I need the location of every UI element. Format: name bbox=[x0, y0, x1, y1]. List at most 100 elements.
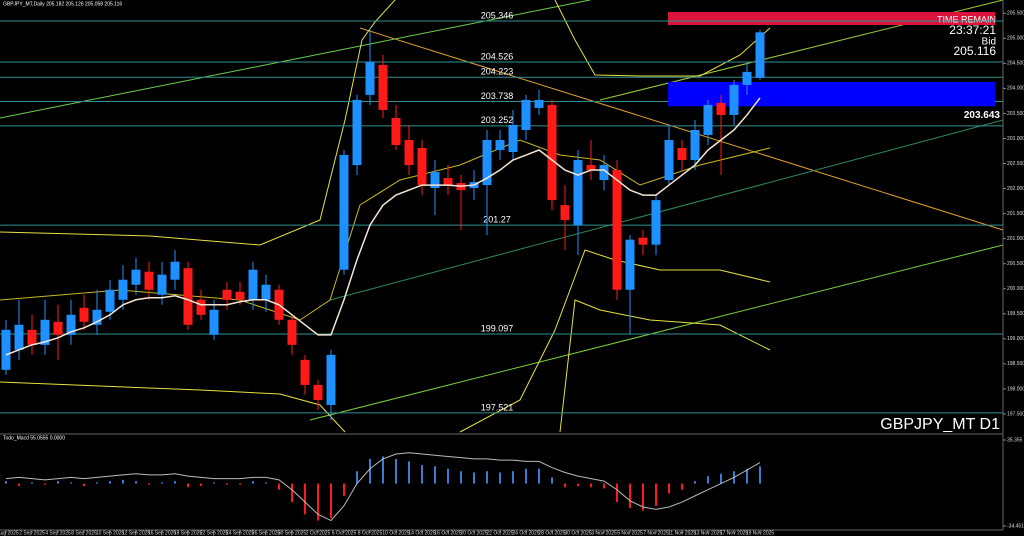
candle-body bbox=[53, 321, 63, 335]
candle-body bbox=[66, 314, 76, 335]
histogram-bar bbox=[499, 472, 501, 484]
candle-body bbox=[573, 160, 583, 226]
x-tick-label: 7 Nov 2025 bbox=[643, 530, 669, 536]
x-tick-label: 10 Sep 2025 bbox=[96, 530, 125, 536]
x-tick-label: 3 Nov 2025 bbox=[591, 530, 617, 536]
x-tick-label: 20 Oct 2025 bbox=[460, 530, 487, 536]
y-tick-label: 200.500 bbox=[1007, 261, 1024, 267]
histogram-bar bbox=[174, 481, 176, 484]
histogram-bar bbox=[96, 482, 98, 484]
level-label: 203.738 bbox=[481, 91, 514, 101]
histogram-bar bbox=[720, 473, 722, 484]
histogram-bar bbox=[746, 468, 748, 484]
histogram-bar bbox=[122, 479, 124, 484]
histogram-bar bbox=[759, 466, 761, 484]
time-box bbox=[668, 12, 995, 25]
x-tick-label: 17 Nov 2025 bbox=[720, 530, 749, 536]
histogram-bar bbox=[707, 476, 709, 484]
candle-body bbox=[326, 354, 336, 405]
y-tick-label: 197.500 bbox=[1007, 411, 1024, 417]
x-tick-label: 6 Oct 2025 bbox=[332, 530, 357, 536]
histogram-bar bbox=[148, 483, 150, 485]
histogram-bar bbox=[551, 477, 553, 484]
histogram-bar bbox=[460, 471, 462, 484]
candle-body bbox=[560, 205, 570, 221]
x-tick-label: 30 Oct 2025 bbox=[564, 530, 591, 536]
histogram-bar bbox=[486, 471, 488, 484]
x-tick-label: 16 Sep 2025 bbox=[148, 530, 177, 536]
histogram-bar bbox=[473, 472, 475, 484]
level-label: 201.27 bbox=[483, 215, 511, 225]
x-tick-label: 8 Oct 2025 bbox=[358, 530, 383, 536]
y-tick-label: 199.000 bbox=[1007, 336, 1024, 342]
y-tick-label: 205.000 bbox=[1007, 36, 1024, 42]
candle-body bbox=[677, 148, 687, 161]
candle-body bbox=[248, 269, 258, 300]
x-tick-label: 19 Nov 2025 bbox=[746, 530, 775, 536]
x-tick-label: 12 Sep 2025 bbox=[122, 530, 151, 536]
bid: 205.116 bbox=[954, 44, 997, 58]
candle-body bbox=[300, 359, 310, 385]
symbol: GBPJPY_MT D1 bbox=[880, 416, 1000, 433]
candle-body bbox=[586, 165, 596, 171]
candle-body bbox=[495, 139, 505, 151]
candle-body bbox=[365, 61, 375, 95]
candle-body bbox=[79, 307, 89, 322]
x-tick-label: 5 Nov 2025 bbox=[617, 530, 643, 536]
x-tick-label: 13 Nov 2025 bbox=[694, 530, 723, 536]
candle-body bbox=[547, 104, 557, 201]
candle-body bbox=[599, 165, 609, 181]
histogram-bar bbox=[187, 483, 189, 488]
candle-body bbox=[742, 71, 752, 85]
candle-body bbox=[235, 291, 245, 300]
histogram-bar bbox=[70, 482, 72, 484]
histogram-bar bbox=[668, 483, 670, 494]
histogram-bar bbox=[5, 481, 7, 484]
x-tick-label: 26 Sep 2025 bbox=[252, 530, 281, 536]
x-tick-label: 18 Sep 2025 bbox=[174, 530, 203, 536]
level-label: 204.526 bbox=[481, 51, 514, 61]
x-tick-label: 28 Oct 2025 bbox=[538, 530, 565, 536]
candle-body bbox=[105, 289, 115, 312]
time: 23:37:21 bbox=[949, 23, 996, 37]
candle-body bbox=[651, 200, 661, 245]
level-label: 203.252 bbox=[481, 115, 514, 125]
histogram-bar bbox=[330, 483, 332, 519]
histogram-bar bbox=[226, 483, 228, 485]
histogram-bar bbox=[291, 483, 293, 503]
histogram-bar bbox=[239, 483, 241, 485]
candle-body bbox=[690, 129, 700, 161]
histogram-bar bbox=[44, 483, 46, 485]
level-label: 204.223 bbox=[481, 67, 514, 77]
candle-body bbox=[131, 269, 141, 285]
y-tick-label: 204.000 bbox=[1007, 86, 1024, 92]
histogram-bar bbox=[18, 483, 20, 487]
histogram-bar bbox=[213, 482, 215, 484]
candle-body bbox=[209, 309, 219, 335]
level-label: 197.521 bbox=[481, 402, 514, 412]
signal-line bbox=[5, 452, 761, 522]
candle-body bbox=[391, 117, 401, 146]
band-line bbox=[554, 0, 771, 77]
candle-body bbox=[352, 99, 362, 166]
histogram-bar bbox=[538, 468, 540, 484]
histogram-bar bbox=[421, 465, 423, 484]
candle-body bbox=[612, 170, 622, 290]
histogram-bar bbox=[447, 468, 449, 484]
candle-body bbox=[170, 261, 180, 280]
candle-body bbox=[27, 329, 37, 345]
candle-body bbox=[313, 384, 323, 400]
histogram-bar bbox=[577, 483, 579, 487]
trend-line bbox=[309, 244, 1004, 421]
y-tick-label: 201.000 bbox=[1007, 236, 1024, 242]
histogram-bar bbox=[655, 483, 657, 506]
x-tick-label: 4 Sep 2025 bbox=[45, 530, 71, 536]
x-tick-label: 11 Nov 2025 bbox=[668, 530, 696, 536]
histogram-bar bbox=[200, 483, 202, 487]
histogram-bar bbox=[434, 466, 436, 484]
level-label: 199.097 bbox=[481, 323, 514, 333]
y-tick-label: 202.000 bbox=[1007, 186, 1024, 192]
x-tick-label: 22 Oct 2025 bbox=[486, 530, 513, 536]
candle-body bbox=[144, 271, 154, 290]
